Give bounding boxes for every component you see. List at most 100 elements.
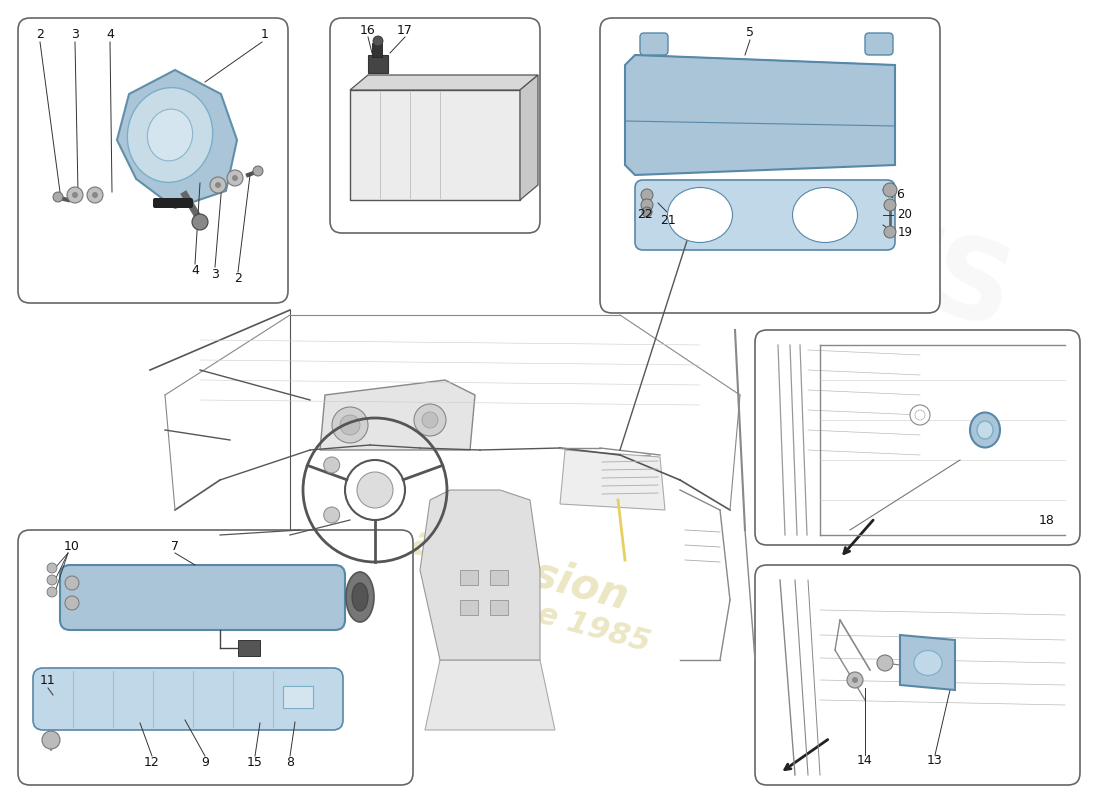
Polygon shape — [420, 490, 540, 660]
Circle shape — [358, 472, 393, 508]
Ellipse shape — [128, 88, 212, 182]
Text: 3: 3 — [72, 29, 79, 42]
FancyBboxPatch shape — [18, 530, 412, 785]
Circle shape — [884, 226, 896, 238]
Circle shape — [42, 731, 60, 749]
Text: 5: 5 — [746, 26, 754, 39]
Bar — [283, 686, 313, 708]
Circle shape — [323, 507, 340, 523]
FancyBboxPatch shape — [755, 565, 1080, 785]
Bar — [490, 570, 508, 585]
Ellipse shape — [346, 572, 374, 622]
Circle shape — [641, 199, 653, 211]
Text: 11: 11 — [40, 674, 56, 686]
Text: 7: 7 — [170, 541, 179, 554]
Text: 15: 15 — [248, 755, 263, 769]
Circle shape — [47, 563, 57, 573]
Circle shape — [323, 457, 340, 473]
Circle shape — [340, 415, 360, 435]
Circle shape — [47, 587, 57, 597]
Text: a passion: a passion — [407, 521, 632, 619]
Circle shape — [227, 170, 243, 186]
Circle shape — [67, 187, 82, 203]
FancyBboxPatch shape — [600, 18, 940, 313]
Text: PARTS: PARTS — [616, 147, 1024, 353]
Circle shape — [852, 677, 858, 683]
Bar — [368, 55, 388, 73]
Text: 2: 2 — [36, 29, 44, 42]
Circle shape — [253, 166, 263, 176]
Circle shape — [92, 192, 98, 198]
Bar — [490, 600, 508, 615]
Bar — [460, 600, 478, 615]
FancyBboxPatch shape — [60, 565, 345, 630]
Text: 13: 13 — [927, 754, 943, 766]
Circle shape — [87, 187, 103, 203]
Circle shape — [332, 407, 368, 443]
FancyBboxPatch shape — [18, 18, 288, 303]
FancyBboxPatch shape — [33, 668, 343, 730]
Text: 18: 18 — [1040, 514, 1055, 526]
Ellipse shape — [147, 109, 192, 161]
Circle shape — [72, 192, 78, 198]
Text: 16: 16 — [360, 23, 376, 37]
Circle shape — [847, 672, 864, 688]
Circle shape — [642, 207, 652, 217]
Text: since 1985: since 1985 — [468, 582, 653, 658]
Polygon shape — [117, 70, 236, 208]
Circle shape — [65, 596, 79, 610]
FancyBboxPatch shape — [635, 180, 895, 250]
Text: 3: 3 — [211, 267, 219, 281]
Text: 19: 19 — [898, 226, 913, 238]
Circle shape — [915, 410, 925, 420]
Polygon shape — [560, 450, 666, 510]
Circle shape — [53, 192, 63, 202]
Circle shape — [47, 575, 57, 585]
Text: 22: 22 — [637, 209, 653, 222]
Text: 17: 17 — [397, 23, 412, 37]
Text: 12: 12 — [144, 755, 159, 769]
Circle shape — [884, 199, 896, 211]
FancyBboxPatch shape — [640, 33, 668, 55]
Circle shape — [641, 189, 653, 201]
Text: 1: 1 — [261, 29, 268, 42]
Ellipse shape — [970, 413, 1000, 447]
Bar — [350, 90, 520, 200]
FancyBboxPatch shape — [755, 330, 1080, 545]
Circle shape — [192, 214, 208, 230]
Text: 8: 8 — [286, 755, 294, 769]
Text: 2: 2 — [234, 271, 242, 285]
Polygon shape — [900, 635, 955, 690]
FancyBboxPatch shape — [153, 198, 192, 208]
Text: 20: 20 — [898, 209, 912, 222]
Ellipse shape — [668, 187, 733, 242]
Ellipse shape — [352, 583, 368, 611]
Text: 14: 14 — [857, 754, 873, 766]
Polygon shape — [600, 455, 660, 505]
FancyBboxPatch shape — [330, 18, 540, 233]
Ellipse shape — [977, 421, 993, 439]
Circle shape — [883, 183, 896, 197]
Bar — [238, 640, 260, 656]
Circle shape — [877, 655, 893, 671]
Text: 4: 4 — [106, 29, 114, 42]
Bar — [372, 43, 382, 57]
Text: 4: 4 — [191, 263, 199, 277]
Circle shape — [210, 177, 225, 193]
Text: 9: 9 — [201, 755, 209, 769]
Circle shape — [414, 404, 446, 436]
Polygon shape — [350, 75, 538, 90]
Circle shape — [373, 36, 383, 46]
Circle shape — [910, 405, 930, 425]
Text: 10: 10 — [64, 541, 80, 554]
Circle shape — [232, 175, 238, 181]
Ellipse shape — [792, 187, 858, 242]
Circle shape — [214, 182, 221, 188]
Text: 21: 21 — [660, 214, 675, 226]
Polygon shape — [425, 660, 556, 730]
Circle shape — [65, 576, 79, 590]
Polygon shape — [520, 75, 538, 200]
Polygon shape — [625, 55, 895, 175]
FancyBboxPatch shape — [865, 33, 893, 55]
Text: 6: 6 — [896, 189, 904, 202]
